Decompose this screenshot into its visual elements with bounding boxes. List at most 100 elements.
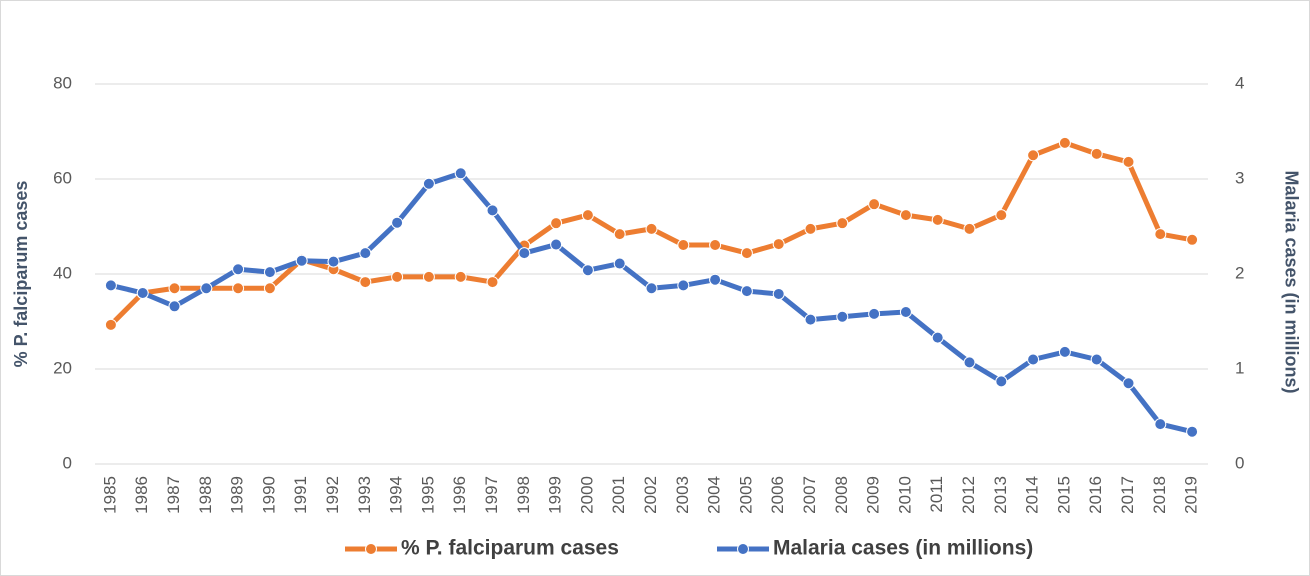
data-point <box>136 287 149 299</box>
legend-label: Malaria cases (in millions) <box>773 537 1033 560</box>
data-point <box>1058 345 1071 358</box>
x-tick-label: 2012 <box>959 476 978 514</box>
data-point <box>899 209 912 222</box>
data-point <box>454 167 467 180</box>
y-tick-label: 80 <box>53 73 72 92</box>
data-point <box>677 239 690 252</box>
y2-tick-label: 3 <box>1235 168 1244 187</box>
x-tick-label: 2014 <box>1023 476 1042 514</box>
x-tick-label: 1994 <box>387 476 406 514</box>
data-point <box>1122 377 1135 390</box>
x-tick-label: 2019 <box>1182 476 1201 514</box>
x-tick-label: 1991 <box>291 476 310 514</box>
data-point <box>995 209 1008 222</box>
data-point <box>1186 233 1199 246</box>
x-tick-label: 2000 <box>577 476 596 514</box>
data-point <box>422 177 435 190</box>
legend-marker <box>737 543 749 555</box>
x-tick-label: 2018 <box>1150 476 1169 514</box>
x-tick-label: 2011 <box>927 476 946 513</box>
x-tick-label: 1997 <box>482 476 501 514</box>
data-point <box>168 300 181 313</box>
data-point <box>263 282 276 295</box>
data-point <box>931 213 944 226</box>
data-point <box>677 279 690 292</box>
x-tick-label: 1987 <box>164 476 183 514</box>
data-point <box>486 276 499 289</box>
data-point <box>454 270 467 283</box>
x-tick-label: 2017 <box>1118 476 1137 514</box>
y-tick-label: 0 <box>63 453 72 472</box>
data-point <box>232 282 245 295</box>
legend-label: % P. falciparum cases <box>401 537 619 560</box>
x-tick-label: 2016 <box>1086 476 1105 514</box>
data-point <box>963 356 976 369</box>
x-tick-label: 1999 <box>546 476 565 514</box>
y2-tick-label: 2 <box>1235 263 1244 282</box>
data-point <box>772 287 785 300</box>
x-tick-label: 1990 <box>259 476 278 514</box>
data-point <box>709 273 722 286</box>
data-point <box>359 247 372 260</box>
y2-tick-label: 1 <box>1235 358 1244 377</box>
x-tick-label: 2008 <box>832 476 851 514</box>
data-point <box>963 222 976 235</box>
data-point <box>645 222 658 235</box>
data-point <box>899 306 912 318</box>
data-point <box>391 270 404 283</box>
x-tick-label: 2007 <box>800 476 819 514</box>
data-point <box>327 255 340 268</box>
data-point <box>295 254 308 267</box>
x-tick-label: 1989 <box>228 476 247 514</box>
x-tick-label: 2002 <box>641 476 660 514</box>
data-point <box>1058 136 1071 149</box>
data-point <box>740 285 753 298</box>
data-point <box>1027 149 1040 162</box>
x-tick-label: 1998 <box>514 476 533 514</box>
data-point <box>645 282 658 295</box>
data-point <box>740 247 753 260</box>
data-point <box>232 263 245 276</box>
x-tick-label: 1996 <box>450 476 469 514</box>
data-point <box>1090 353 1103 366</box>
data-point <box>868 198 881 211</box>
x-tick-label: 1988 <box>196 476 215 514</box>
legend-marker <box>365 543 377 555</box>
data-point <box>709 239 722 252</box>
y2-axis-title: Malaria cases (in millions) <box>1281 170 1301 393</box>
data-point <box>200 282 213 295</box>
data-point <box>518 247 531 260</box>
data-point <box>804 313 817 326</box>
x-tick-label: 2013 <box>991 476 1010 514</box>
data-point <box>422 270 435 283</box>
data-point <box>550 217 563 230</box>
data-point <box>168 282 181 295</box>
data-point <box>613 228 626 241</box>
data-point <box>931 331 944 344</box>
data-point <box>1090 147 1103 160</box>
data-point <box>836 217 849 230</box>
y-tick-label: 20 <box>53 358 72 377</box>
x-tick-label: 2009 <box>864 476 883 514</box>
data-point <box>772 238 785 251</box>
data-point <box>836 310 849 323</box>
data-point <box>995 375 1008 388</box>
x-tick-label: 1985 <box>100 476 119 514</box>
y2-tick-label: 0 <box>1235 453 1244 472</box>
x-tick-label: 1992 <box>323 476 342 514</box>
data-point <box>1186 425 1199 438</box>
x-tick-label: 2003 <box>673 476 692 514</box>
data-point <box>1154 228 1167 241</box>
data-point <box>613 257 626 270</box>
data-point <box>486 204 499 217</box>
data-point <box>391 216 404 229</box>
y2-tick-label: 4 <box>1235 73 1244 92</box>
data-point <box>804 222 817 235</box>
y-tick-label: 60 <box>53 168 72 187</box>
data-point <box>263 266 276 279</box>
x-tick-label: 2004 <box>705 476 724 514</box>
data-point <box>104 318 117 331</box>
data-point <box>581 209 594 222</box>
data-point <box>1027 353 1040 366</box>
